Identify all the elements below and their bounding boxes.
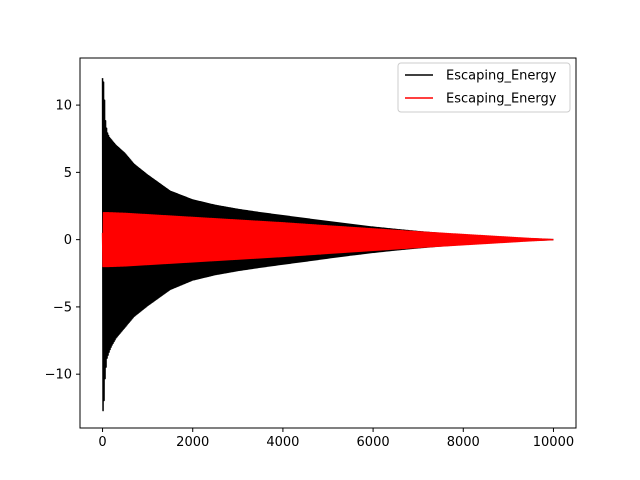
series-line-1 [101,211,554,268]
axes-frame [79,57,577,429]
y-tick-label-3: −5 [53,300,72,315]
x-tick-label-0: 0 [98,435,106,450]
x-tick-label-2: 4000 [266,435,299,450]
legend-label-1: Escaping_Energy [446,92,557,107]
legend-label-0: Escaping_Energy [446,69,557,84]
x-tick-label-3: 6000 [357,435,390,450]
y-tick-label-2: 0 [64,233,72,248]
legend: Escaping_Energy Escaping_Energy [397,62,571,113]
x-tick-label-4: 8000 [447,435,480,450]
x-tick-label-5: 10000 [533,435,574,450]
y-tick-label-0: 10 [55,99,72,114]
legend-box [397,62,571,113]
y-tick-label-4: −10 [45,368,72,383]
x-tick-label-1: 2000 [176,435,209,450]
plot-area [101,78,554,412]
y-tick-label-1: 5 [64,166,72,181]
axis-ticks: 0 2000 4000 6000 8000 10000 10 5 0 −5 −10 [45,99,575,450]
